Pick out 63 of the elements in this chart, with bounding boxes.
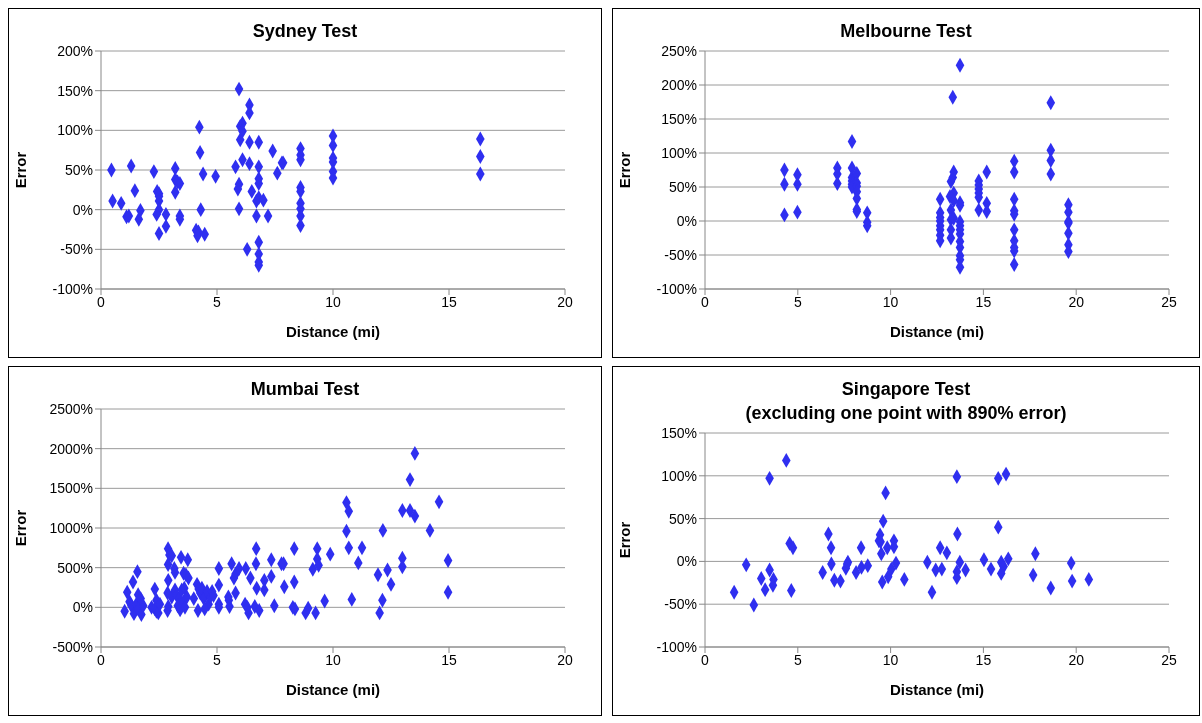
chart-title: Sydney Test bbox=[251, 20, 359, 43]
chart-subtitle: (excluding one point with 890% error) bbox=[744, 402, 1068, 425]
y-tick-label: 250% bbox=[661, 42, 697, 59]
y-tick-label: 100% bbox=[57, 122, 93, 139]
x-tick-label: 25 bbox=[1161, 293, 1177, 310]
y-tick-label: 50% bbox=[668, 510, 697, 527]
x-tick-label: 10 bbox=[325, 293, 341, 310]
x-tick-label: 5 bbox=[793, 293, 802, 310]
x-tick-label: 5 bbox=[793, 651, 802, 668]
x-tick-label: 20 bbox=[1068, 651, 1085, 668]
y-tick-label: -500% bbox=[52, 638, 93, 655]
y-tick-label: 500% bbox=[57, 559, 93, 576]
y-tick-label: -50% bbox=[664, 246, 697, 263]
y-tick-label: 50% bbox=[668, 178, 697, 195]
x-tick-label: 20 bbox=[557, 651, 573, 668]
chart-title: Melbourne Test bbox=[839, 20, 973, 43]
y-tick-label: 1000% bbox=[49, 519, 93, 536]
x-tick-label: 15 bbox=[441, 293, 457, 310]
y-tick-label: 0% bbox=[676, 212, 697, 229]
y-tick-label: 0% bbox=[72, 599, 93, 616]
x-tick-label: 5 bbox=[213, 293, 222, 310]
chart-title: Mumbai Test bbox=[249, 378, 361, 401]
y-tick-label: 2000% bbox=[49, 440, 93, 457]
x-tick-label: 15 bbox=[975, 651, 992, 668]
y-tick-label: 100% bbox=[661, 467, 697, 484]
y-tick-label: 2500% bbox=[49, 400, 93, 417]
x-tick-label: 0 bbox=[97, 293, 106, 310]
y-axis-title: Error bbox=[616, 521, 634, 559]
y-tick-label: 50% bbox=[64, 161, 93, 178]
y-tick-label: 150% bbox=[57, 82, 93, 99]
x-tick-label: 15 bbox=[441, 651, 457, 668]
y-tick-label: 200% bbox=[57, 42, 93, 59]
x-tick-label: 20 bbox=[1068, 293, 1085, 310]
y-axis-title: Error bbox=[12, 509, 30, 547]
chart-title: Singapore Test bbox=[840, 378, 972, 401]
x-tick-label: 0 bbox=[701, 651, 710, 668]
x-axis-title: Distance (mi) bbox=[285, 323, 381, 340]
x-tick-label: 0 bbox=[97, 651, 106, 668]
x-tick-label: 5 bbox=[213, 651, 222, 668]
y-tick-label: -100% bbox=[52, 280, 93, 297]
x-axis-title: Distance (mi) bbox=[285, 681, 381, 698]
x-tick-label: 10 bbox=[325, 651, 341, 668]
x-tick-label: 25 bbox=[1161, 651, 1177, 668]
y-axis-title: Error bbox=[616, 151, 634, 189]
y-axis-title: Error bbox=[12, 151, 30, 189]
y-tick-label: 200% bbox=[661, 76, 697, 93]
y-tick-label: 150% bbox=[661, 110, 697, 127]
y-tick-label: -100% bbox=[656, 638, 697, 655]
y-tick-label: 1500% bbox=[49, 480, 93, 497]
y-tick-label: -50% bbox=[60, 241, 93, 258]
y-tick-label: -50% bbox=[664, 596, 697, 613]
x-axis-title: Distance (mi) bbox=[889, 681, 985, 698]
y-tick-label: 150% bbox=[661, 424, 697, 441]
y-tick-label: 100% bbox=[661, 144, 697, 161]
x-tick-label: 0 bbox=[701, 293, 710, 310]
y-tick-label: -100% bbox=[656, 280, 697, 297]
x-tick-label: 15 bbox=[975, 293, 992, 310]
y-tick-label: 0% bbox=[676, 553, 697, 570]
x-axis-title: Distance (mi) bbox=[889, 323, 985, 340]
x-tick-label: 20 bbox=[557, 293, 573, 310]
y-tick-label: 0% bbox=[72, 201, 93, 218]
x-tick-label: 10 bbox=[882, 293, 899, 310]
x-tick-label: 10 bbox=[882, 651, 899, 668]
